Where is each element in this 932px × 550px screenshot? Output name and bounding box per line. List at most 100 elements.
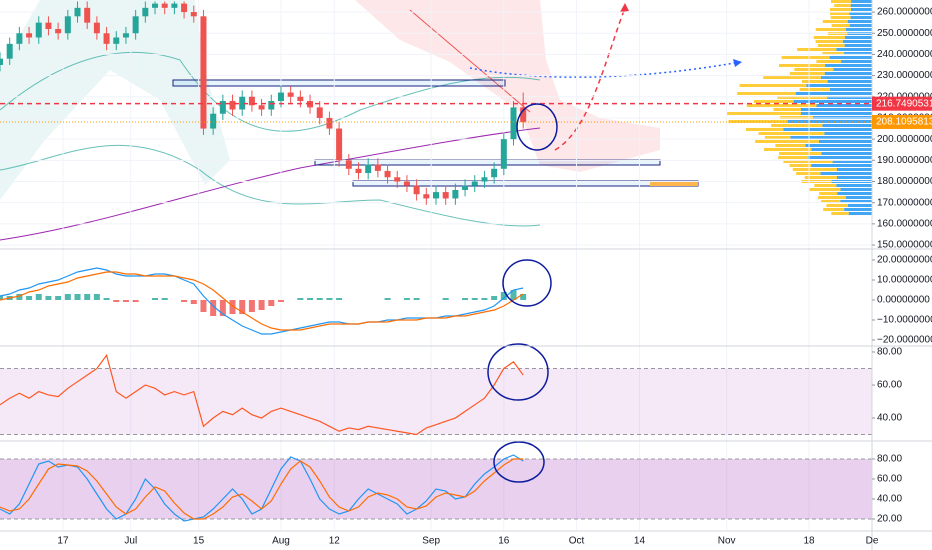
- profile-bar: [781, 56, 830, 59]
- profile-bar: [763, 76, 821, 79]
- y-tick-label: −10.00000000: [877, 315, 932, 326]
- profile-bar: [811, 148, 872, 151]
- bollinger-upper: [0, 51, 541, 132]
- histogram-bar: [74, 294, 81, 300]
- candle-body: [471, 181, 478, 186]
- profile-bar: [850, 4, 872, 7]
- profile-bar: [816, 60, 842, 63]
- profile-bar: [801, 80, 828, 83]
- histogram-bar: [403, 298, 410, 300]
- y-tick-label: 40.00: [877, 413, 902, 424]
- profile-bar: [851, 0, 872, 3]
- histogram-bar: [277, 300, 284, 302]
- profile-bar: [823, 208, 845, 211]
- profile-bar: [821, 200, 841, 203]
- candle-body: [210, 113, 217, 129]
- circle: [487, 343, 549, 401]
- profile-bar: [825, 64, 872, 67]
- profile-bar: [789, 164, 812, 167]
- profile-bar: [816, 104, 872, 107]
- band: [0, 368, 872, 435]
- y-tick-label: 60.00: [877, 474, 902, 485]
- profile-bar: [848, 204, 872, 207]
- x-tick-label: Jul: [124, 536, 137, 547]
- profile-bar: [824, 132, 872, 135]
- profile-bar: [792, 168, 837, 171]
- candle-body: [462, 185, 469, 190]
- candle-body: [384, 170, 391, 178]
- y-tick-label: 150.00000000: [877, 240, 932, 251]
- candle-body: [433, 192, 439, 199]
- histogram-bar: [307, 298, 314, 300]
- profile-bar: [815, 28, 846, 31]
- profile-bar: [746, 104, 817, 107]
- profile-bar: [771, 124, 823, 127]
- candle-body: [336, 128, 343, 161]
- x-tick-label: Sep: [422, 536, 440, 547]
- y-tick-label: 60.00: [877, 380, 902, 391]
- histogram-bar: [520, 294, 527, 300]
- profile-bar: [824, 72, 872, 75]
- y-tick-label: 240.00000000: [877, 49, 932, 60]
- x-tick-label: 16: [498, 536, 510, 547]
- profile-bar: [755, 140, 819, 143]
- candle-body: [374, 164, 381, 171]
- profile-bar: [753, 100, 794, 103]
- zone: [172, 79, 506, 87]
- histogram-bar: [471, 298, 478, 300]
- moving-average: [0, 127, 541, 241]
- circle: [516, 103, 558, 151]
- profile-bar: [837, 176, 872, 179]
- profile-bar: [850, 8, 872, 11]
- candle-body: [190, 12, 197, 17]
- candle-body: [510, 107, 517, 140]
- y-tick-label: 200.00000000: [877, 134, 932, 145]
- candle-body: [142, 7, 149, 17]
- price-tag-label: 208.10958130: [876, 117, 932, 128]
- y-tick-label: 10.00000000: [877, 275, 932, 286]
- candle-body: [287, 92, 294, 97]
- y-tick-label: 170.00000000: [877, 197, 932, 208]
- profile-bar: [820, 76, 872, 79]
- projection-arrow: [554, 7, 626, 151]
- histogram-bar: [462, 298, 469, 300]
- histogram-bar: [481, 298, 488, 300]
- candle-body: [35, 22, 42, 38]
- profile-bar: [827, 96, 872, 99]
- profile-bar: [789, 72, 825, 75]
- profile-bar: [836, 168, 872, 171]
- x-tick-label: Oct: [569, 536, 585, 547]
- profile-bar: [806, 84, 872, 87]
- histogram-bar: [258, 300, 265, 310]
- profile-bar: [845, 196, 872, 199]
- profile-bar: [813, 36, 845, 39]
- profile-bar: [844, 36, 872, 39]
- y-tick-label: 80.00: [877, 347, 902, 358]
- candle-body: [268, 101, 275, 110]
- profile-bar: [758, 132, 825, 135]
- x-tick-label: 15: [193, 536, 205, 547]
- histogram-bar: [316, 298, 323, 300]
- candle-body: [326, 117, 333, 129]
- profile-bar: [805, 144, 872, 147]
- candle-body: [239, 96, 246, 110]
- profile-bar: [849, 12, 872, 15]
- profile-bar: [848, 212, 872, 215]
- histogram-bar: [500, 292, 507, 300]
- candle-body: [132, 16, 139, 34]
- histogram-bar: [442, 298, 449, 300]
- profile-bar: [844, 208, 872, 211]
- histogram-bar: [55, 296, 62, 300]
- candle-body: [500, 139, 507, 169]
- candle-body: [229, 101, 236, 110]
- histogram-bar: [326, 298, 333, 300]
- bollinger-lower: [0, 144, 541, 227]
- candle-body: [113, 37, 120, 44]
- x-tick-label: 18: [803, 536, 815, 547]
- candle-body: [103, 33, 110, 44]
- candle-body: [55, 29, 62, 34]
- candle-body: [171, 3, 178, 8]
- candle-body: [442, 192, 449, 199]
- price-tag-label: 216.74905314: [876, 98, 932, 109]
